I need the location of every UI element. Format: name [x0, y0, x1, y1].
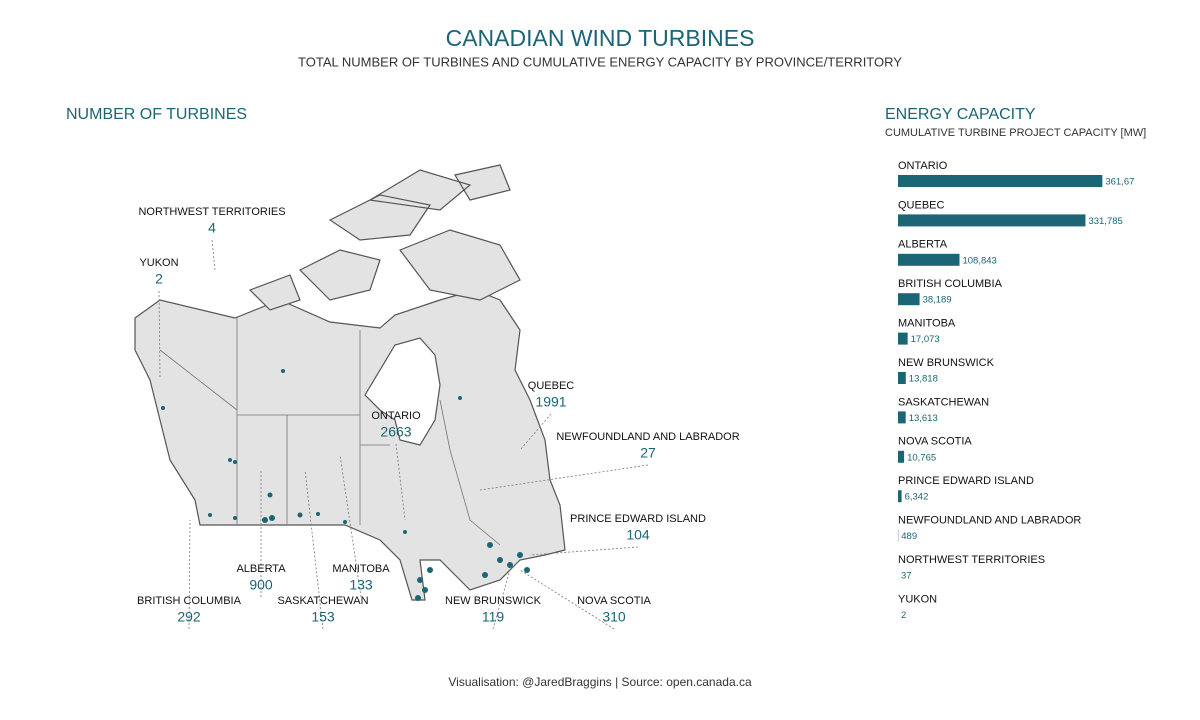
region-value: 133	[349, 577, 373, 593]
bar-category: ONTARIO	[898, 160, 948, 172]
bar	[898, 372, 906, 384]
region-label: NOVA SCOTIA	[577, 595, 651, 607]
bar	[898, 332, 908, 345]
bar-value-label: 6,342	[905, 492, 929, 503]
subtitle: TOTAL NUMBER OF TURBINES AND CUMULATIVE …	[298, 54, 902, 69]
leader-line	[304, 469, 324, 630]
region-label: YUKON	[139, 257, 178, 269]
bar-category: NEWFOUNDLAND AND LABRADOR	[898, 515, 1081, 527]
region-value: 27	[640, 445, 656, 461]
region-label: NEW BRUNSWICK	[445, 595, 542, 607]
bar-value-label: 489	[901, 531, 917, 542]
leader-line	[479, 464, 649, 491]
region-value: 104	[626, 527, 650, 543]
region-label: ALBERTA	[236, 563, 286, 575]
region-value: 292	[177, 609, 201, 625]
bar-subtitle: CUMULATIVE TURBINE PROJECT CAPACITY [MW]	[885, 127, 1146, 139]
arctic-islands	[248, 164, 521, 311]
region-label: ONTARIO	[371, 410, 421, 422]
leader-line	[158, 290, 161, 379]
footer: Visualisation: @JaredBraggins | Source: …	[448, 675, 752, 689]
leader-line	[519, 569, 615, 630]
region-value: 153	[311, 609, 335, 625]
region-value: 2663	[380, 424, 411, 440]
region-value: 310	[602, 609, 626, 625]
map	[134, 164, 566, 601]
bar-category: SASKATCHEWAN	[898, 396, 989, 408]
leader-line	[211, 239, 216, 271]
title: CANADIAN WIND TURBINES	[446, 25, 755, 51]
bar-value-label: 37	[901, 571, 912, 582]
bar-value-label: 17,073	[911, 334, 940, 345]
bar	[898, 490, 902, 503]
region-label: PRINCE EDWARD ISLAND	[570, 513, 706, 525]
turbine-dots	[161, 369, 530, 601]
region-label: NEWFOUNDLAND AND LABRADOR	[556, 431, 739, 443]
bar-category: QUEBEC	[898, 199, 945, 211]
province-borders	[159, 318, 501, 546]
bar-value-label: 108,843	[962, 255, 996, 266]
bar-value-label: 361,67	[1105, 177, 1134, 188]
bar-value-label: 38,189	[923, 295, 952, 306]
region-label: MANITOBA	[332, 563, 390, 575]
region-value: 900	[249, 577, 273, 593]
bar-category: NORTHWEST TERRITORIES	[898, 554, 1045, 566]
bar	[898, 214, 1086, 227]
region-value: 119	[482, 609, 505, 625]
bar-category: YUKON	[898, 593, 937, 605]
bar-value-label: 331,785	[1088, 216, 1122, 227]
region-label: QUEBEC	[528, 380, 575, 392]
mainland	[134, 289, 566, 601]
bar	[898, 450, 905, 463]
region-value: 4	[208, 220, 216, 236]
bar-title: ENERGY CAPACITY	[885, 106, 1036, 123]
bar-category: NOVA SCOTIA	[898, 436, 972, 448]
region-label: SASKATCHEWAN	[277, 595, 368, 607]
map-title: NUMBER OF TURBINES	[66, 106, 247, 123]
bar	[898, 293, 920, 306]
bar-value-label: 10,765	[907, 452, 936, 463]
bar-category: PRINCE EDWARD ISLAND	[898, 475, 1034, 487]
region-value: 2	[155, 271, 163, 287]
region-label: NORTHWEST TERRITORIES	[138, 206, 285, 218]
leader-line	[395, 443, 406, 521]
bar-category: MANITOBA	[898, 318, 956, 330]
bar	[898, 253, 960, 266]
bar-category: BRITISH COLUMBIA	[898, 278, 1003, 290]
bar-value-label: 13,613	[909, 413, 938, 424]
bar-value-label: 13,818	[909, 374, 938, 385]
region-label: BRITISH COLUMBIA	[137, 595, 242, 607]
bar	[898, 175, 1103, 187]
bar	[898, 411, 906, 424]
hudson-bay	[364, 337, 441, 446]
region-value: 1991	[535, 394, 566, 410]
bar-value-label: 2	[901, 610, 906, 621]
bar-category: NEW BRUNSWICK	[898, 357, 995, 369]
bar-category: ALBERTA	[898, 239, 948, 251]
